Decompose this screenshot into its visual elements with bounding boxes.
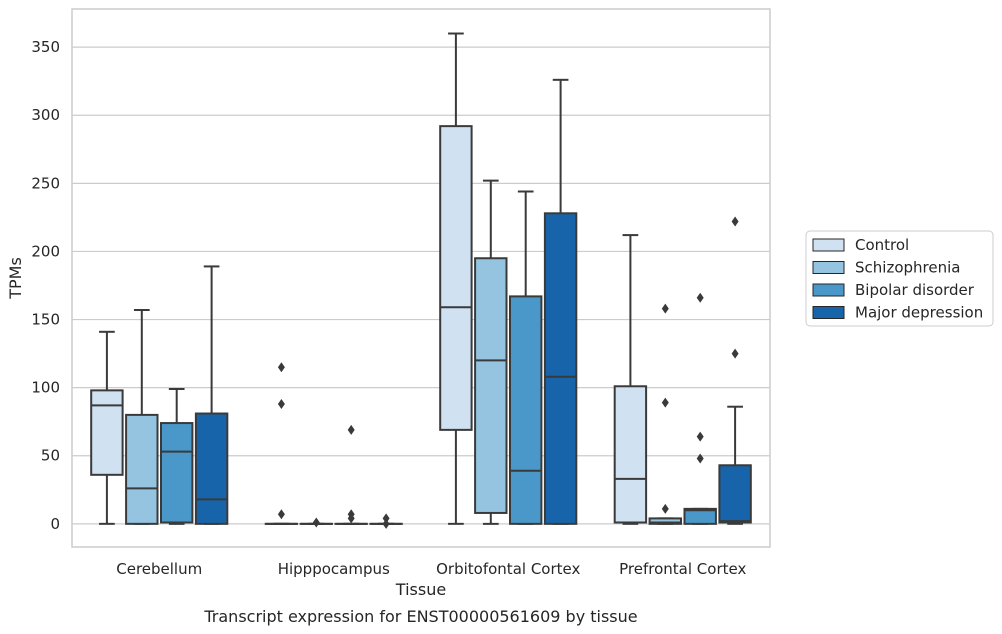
y-tick-label: 50 — [41, 447, 60, 465]
legend: Control Schizophrenia Bipolar disorder Majo… — [805, 230, 994, 327]
outlier-point — [347, 513, 355, 524]
outlier-point — [312, 517, 320, 528]
outlier-point — [382, 518, 390, 529]
box-iqr — [648, 517, 683, 525]
outlier-point — [661, 503, 669, 514]
y-axis-ticks: 0 50 100 150 200 250 300 350 — [31, 38, 60, 533]
y-tick-label: 350 — [31, 38, 60, 56]
box-iqr — [718, 464, 752, 524]
box-iqr — [159, 422, 194, 524]
y-tick-label: 0 — [50, 515, 60, 533]
box-orbitofontal-cortex-schizophrenia — [474, 179, 508, 525]
outlier-point — [731, 216, 739, 227]
x-tick-label: Hipppocampus — [278, 560, 390, 578]
outlier-point — [382, 513, 390, 524]
box-iqr — [508, 295, 543, 525]
y-axis-label: TPMs — [6, 257, 25, 300]
legend-label: Control — [855, 236, 909, 254]
box-iqr — [125, 413, 159, 525]
x-axis-ticks: Cerebellum Hipppocampus Orbitofontal Corte… — [116, 560, 746, 578]
y-tick-label: 150 — [31, 311, 60, 329]
outlier-point — [696, 292, 704, 303]
outlier-point — [277, 362, 285, 373]
outlier-point — [661, 397, 669, 408]
box-orbitofontal-cortex-control — [439, 32, 473, 525]
box-iqr — [543, 212, 578, 525]
box-hipppocampus-bipolar-disorder — [334, 424, 368, 525]
box-iqr — [474, 257, 508, 514]
legend-label: Bipolar disorder — [855, 281, 975, 299]
outlier-point — [696, 453, 704, 464]
y-tick-label: 100 — [31, 379, 60, 397]
box-orbitofontal-cortex-bipolar-disorder — [508, 190, 543, 525]
legend-swatch — [812, 261, 845, 274]
legend-swatch — [812, 283, 845, 297]
box-iqr — [613, 385, 648, 524]
boxes — [90, 32, 752, 529]
box-iqr — [439, 125, 473, 431]
box-prefrontal-cortex-control — [613, 234, 648, 525]
y-tick-label: 200 — [31, 242, 60, 260]
outlier-point — [696, 431, 704, 442]
plot-frame — [71, 8, 771, 548]
outlier-point — [347, 424, 355, 435]
x-tick-label: Orbitofontal Cortex — [436, 560, 580, 578]
x-axis-label: Tissue — [395, 580, 446, 599]
legend-swatch — [812, 238, 845, 252]
box-iqr — [683, 507, 717, 525]
legend-frame — [805, 230, 994, 327]
box-cerebellum-bipolar-disorder — [159, 388, 194, 525]
outlier-point — [661, 303, 669, 314]
box-prefrontal-cortex-major-depression — [718, 216, 752, 525]
box-hipppocampus-schizophrenia — [299, 517, 334, 528]
box-orbitofontal-cortex-major-depression — [543, 78, 578, 525]
box-cerebellum-major-depression — [194, 265, 229, 525]
y-tick-label: 300 — [31, 106, 60, 124]
box-iqr — [194, 412, 229, 525]
x-tick-label: Prefrontal Cortex — [619, 560, 746, 578]
x-tick-label: Cerebellum — [116, 560, 202, 578]
outlier-point — [277, 398, 285, 409]
outlier-point — [731, 348, 739, 359]
outlier-point — [277, 509, 285, 520]
legend-swatch — [812, 306, 845, 319]
chart-caption: Transcript expression for ENST0000056160… — [203, 607, 637, 626]
y-tick-label: 250 — [31, 174, 60, 192]
box-cerebellum-schizophrenia — [125, 309, 159, 525]
box-iqr — [90, 389, 124, 476]
box-prefrontal-cortex-schizophrenia — [648, 303, 683, 525]
box-prefrontal-cortex-bipolar-disorder — [683, 292, 717, 525]
box-hipppocampus-control — [264, 362, 299, 525]
box-hipppocampus-major-depression — [369, 513, 403, 529]
legend-label: Major depression — [855, 304, 983, 322]
legend-label: Schizophrenia — [855, 259, 960, 277]
box-cerebellum-control — [90, 330, 124, 525]
